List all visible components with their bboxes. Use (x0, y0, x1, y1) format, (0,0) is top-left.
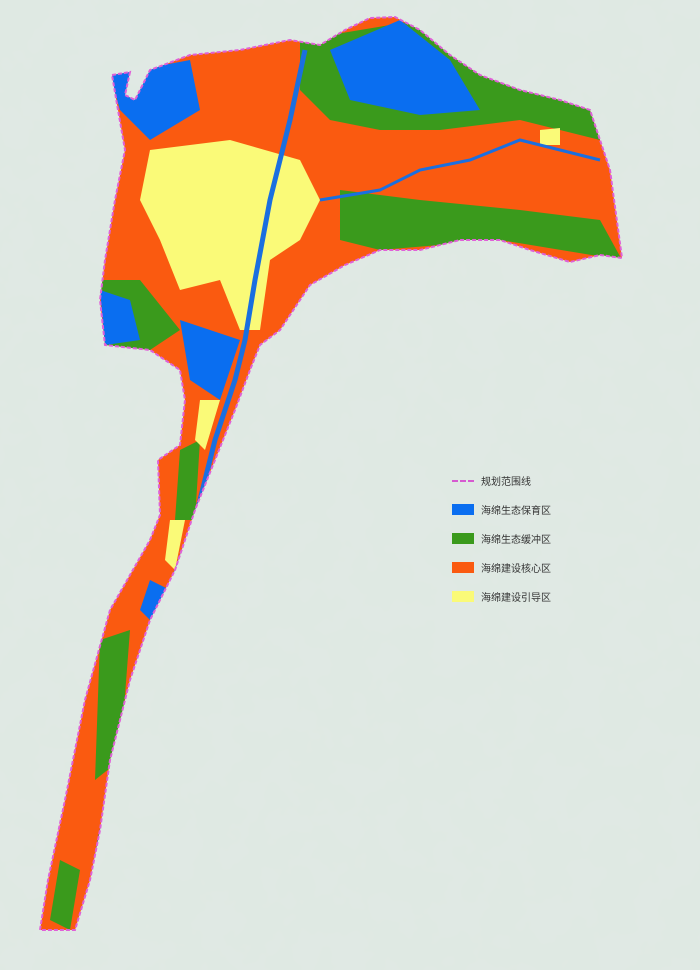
legend-label: 海绵建设核心区 (481, 564, 551, 575)
legend-label: 海绵建设引导区 (481, 593, 551, 604)
river-branch (319, 138, 601, 202)
buffer-swatch (452, 533, 474, 544)
guidance-swatch (452, 591, 474, 602)
boundary-line-swatch (452, 479, 474, 482)
conservation-swatch (452, 504, 474, 515)
zone-guidance (140, 128, 560, 570)
legend-item-conservation: 海绵生态保育区 (452, 495, 551, 524)
legend-label: 海绵生态保育区 (481, 506, 551, 517)
core-swatch (452, 562, 474, 573)
legend-label: 海绵生态缓冲区 (481, 535, 551, 546)
legend-item-boundary: 规划范围线 (452, 466, 551, 495)
legend-label: 规划范围线 (481, 477, 531, 488)
legend-item-guidance: 海绵建设引导区 (452, 582, 551, 611)
legend: 规划范围线 海绵生态保育区 海绵生态缓冲区 海绵建设核心区 海绵建设引导区 (452, 466, 551, 611)
legend-item-core: 海绵建设核心区 (452, 553, 551, 582)
zone-buffer (50, 20, 622, 930)
legend-item-buffer: 海绵生态缓冲区 (452, 524, 551, 553)
